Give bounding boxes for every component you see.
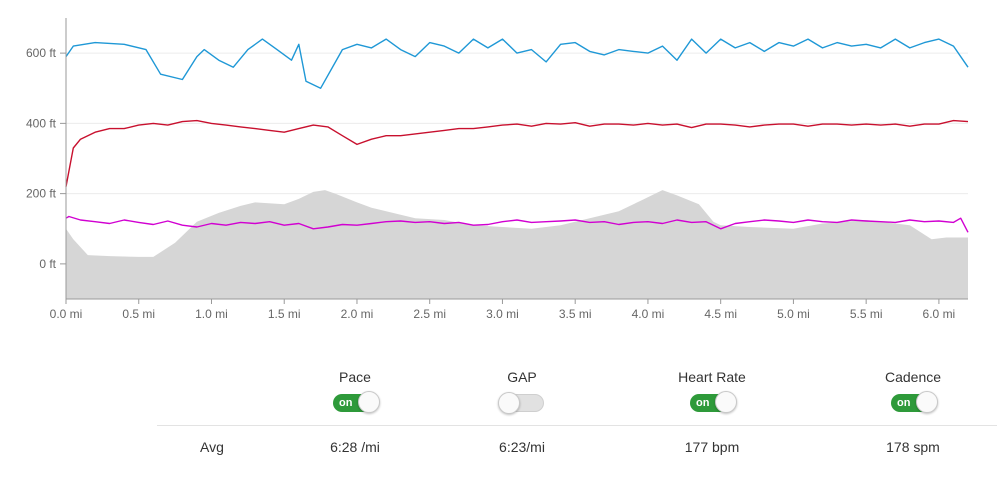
heart-rate-toggle-state: on bbox=[696, 397, 710, 409]
series-line-3 bbox=[65, 215, 969, 233]
pace-control: Pace on bbox=[295, 368, 415, 413]
x-tick-label: 3.0 mi bbox=[486, 307, 519, 321]
x-tick-label: 0.0 mi bbox=[50, 307, 83, 321]
series-toggle-controls: Pace on GAP Heart Rate on Cadence on bbox=[0, 368, 997, 428]
x-tick-label: 4.5 mi bbox=[704, 307, 737, 321]
y-tick-label: 0 ft bbox=[39, 257, 56, 271]
heart-rate-label: Heart Rate bbox=[678, 369, 746, 385]
x-tick-label: 2.0 mi bbox=[341, 307, 374, 321]
x-tick-label: 5.0 mi bbox=[777, 307, 810, 321]
series-line-layer bbox=[65, 38, 969, 233]
heart-rate-toggle[interactable]: on bbox=[690, 391, 737, 413]
series-line-1 bbox=[65, 38, 969, 90]
y-tick-label: 400 ft bbox=[26, 116, 57, 130]
x-tick-label: 0.5 mi bbox=[122, 307, 155, 321]
pace-label: Pace bbox=[339, 369, 371, 385]
y-axis-ticks: 0 ft 200 ft 400 ft 600 ft bbox=[26, 46, 66, 271]
x-tick-label: 2.5 mi bbox=[413, 307, 446, 321]
averages-row: Avg 6:28 /mi 6:23/mi 177 bpm 178 spm bbox=[0, 438, 997, 458]
cadence-toggle-state: on bbox=[897, 397, 911, 409]
axes bbox=[65, 18, 968, 300]
toggle-knob bbox=[498, 392, 520, 414]
pace-toggle-state: on bbox=[339, 397, 353, 409]
gap-label: GAP bbox=[507, 369, 537, 385]
cadence-label: Cadence bbox=[884, 369, 942, 385]
toggle-knob bbox=[916, 391, 938, 413]
series-line-2 bbox=[65, 119, 969, 187]
x-tick-label: 6.0 mi bbox=[923, 307, 956, 321]
x-axis-ticks: 0.0 mi 0.5 mi 1.0 mi 1.5 mi 2.0 mi 2.5 mi 3.0 … bbox=[50, 299, 956, 321]
gap-control: GAP bbox=[462, 368, 582, 414]
cadence-control: Cadence on bbox=[853, 368, 973, 413]
avg-pace-value: 6:28 /mi bbox=[330, 439, 380, 455]
x-tick-label: 1.0 mi bbox=[195, 307, 228, 321]
gap-toggle[interactable] bbox=[498, 392, 544, 414]
elevation-pace-chart: 0 ft 200 ft 400 ft 600 ft 0.0 mi 0.5 mi 1.0 m… bbox=[26, 18, 969, 321]
avg-heart-rate-value: 177 bpm bbox=[684, 439, 740, 455]
x-tick-label: 4.0 mi bbox=[632, 307, 665, 321]
avg-gap-value: 6:23/mi bbox=[499, 439, 545, 455]
pace-toggle[interactable]: on bbox=[333, 391, 380, 413]
cadence-toggle[interactable]: on bbox=[891, 391, 938, 413]
elevation-area bbox=[66, 190, 968, 299]
x-tick-label: 5.5 mi bbox=[850, 307, 883, 321]
avg-label: Avg bbox=[200, 439, 224, 455]
x-tick-label: 3.5 mi bbox=[559, 307, 592, 321]
heart-rate-control: Heart Rate on bbox=[652, 368, 772, 413]
divider bbox=[157, 425, 997, 426]
toggle-knob bbox=[715, 391, 737, 413]
elevation-area-layer bbox=[66, 190, 968, 299]
y-tick-label: 200 ft bbox=[26, 187, 57, 201]
avg-cadence-value: 178 spm bbox=[886, 439, 940, 455]
toggle-knob bbox=[358, 391, 380, 413]
y-tick-label: 600 ft bbox=[26, 46, 57, 60]
x-tick-label: 1.5 mi bbox=[268, 307, 301, 321]
